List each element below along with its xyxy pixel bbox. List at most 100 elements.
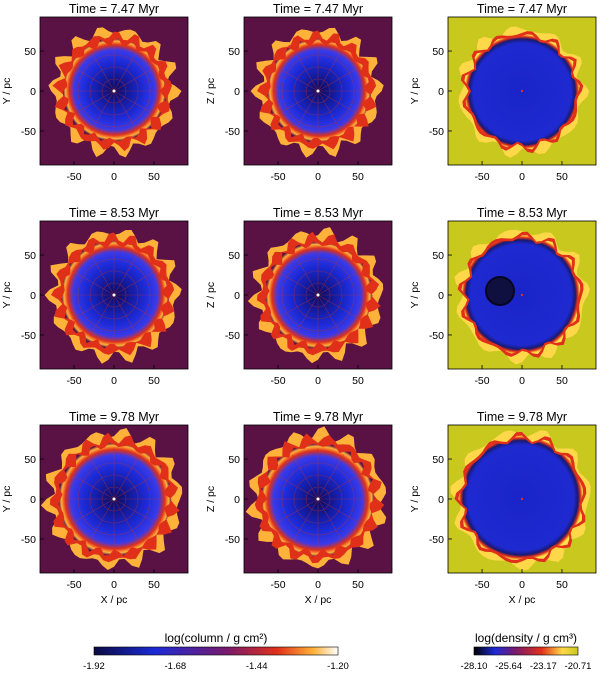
panel: Time = 9.78 Myr 50 0 -50 Z / pc -50 0 50 X / pc — [205, 410, 393, 606]
y-tick-label: 0 — [30, 494, 36, 506]
filament-web — [267, 448, 369, 550]
x-tick-label: 50 — [556, 579, 568, 591]
y-axis-label: Z / pc — [205, 486, 217, 512]
y-axis-label: Y / pc — [1, 282, 13, 309]
panel-title: Time = 7.47 Myr — [69, 2, 159, 16]
colorbar-label: log(density / g cm³) — [475, 631, 577, 645]
x-tick-label: 50 — [148, 579, 160, 591]
y-tick-label: 50 — [24, 46, 36, 58]
x-tick-label: 0 — [315, 171, 321, 183]
x-tick-label: 0 — [519, 579, 525, 591]
y-axis-label: Z / pc — [205, 78, 217, 104]
y-axis-label: Y / pc — [409, 486, 421, 513]
x-tick-label: 50 — [352, 579, 364, 591]
bubble-interior — [458, 435, 584, 560]
y-tick-label: -50 — [225, 126, 240, 138]
filament-web — [66, 247, 162, 343]
filament-web — [63, 448, 165, 550]
panel: Time = 9.78 Myr 50 0 -50 Y / pc -50 0 50 X / pc — [409, 410, 597, 606]
panel: Time = 7.47 Myr 50 0 -50 Y / pc -50 0 50 — [1, 2, 189, 183]
panel-title: Time = 9.78 Myr — [69, 410, 159, 424]
panel-title: Time = 8.53 Myr — [273, 206, 363, 220]
y-tick-label: -50 — [225, 534, 240, 546]
x-tick-label: -50 — [66, 579, 81, 591]
y-axis-label: Y / pc — [1, 78, 13, 105]
y-tick-label: 0 — [234, 86, 240, 98]
panel: Time = 7.47 Myr 50 0 -50 Z / pc -50 0 50 — [205, 2, 393, 183]
x-tick-label: 50 — [556, 171, 568, 183]
x-axis-label: X / pc — [101, 594, 128, 606]
y-axis-label: Y / pc — [409, 282, 421, 309]
y-tick-label: 0 — [234, 494, 240, 506]
filament-web — [68, 45, 160, 137]
center-marker — [520, 497, 524, 501]
center-marker — [112, 497, 116, 501]
colorbar-tick-label: -28.10 — [461, 661, 488, 672]
colorbar-tick-label: -1.44 — [246, 661, 268, 672]
x-tick-label: 0 — [519, 375, 525, 387]
y-tick-label: 50 — [228, 46, 240, 58]
y-tick-label: 50 — [432, 454, 444, 466]
colorbar-label: log(column / g cm²) — [165, 631, 268, 645]
filament-web — [272, 45, 364, 137]
x-tick-label: -50 — [270, 579, 285, 591]
center-marker — [112, 89, 116, 93]
y-tick-label: 50 — [24, 250, 36, 262]
bubble-interior — [461, 235, 581, 355]
y-tick-label: -50 — [225, 330, 240, 342]
y-tick-label: -50 — [429, 330, 444, 342]
y-tick-label: 50 — [228, 454, 240, 466]
y-tick-label: 0 — [30, 290, 36, 302]
colorbar-density: log(density / g cm³) -28.10 -25.64 -23.17 -2… — [461, 631, 592, 672]
y-axis-label: Z / pc — [205, 282, 217, 308]
x-tick-label: 50 — [148, 375, 160, 387]
x-tick-label: -50 — [66, 375, 81, 387]
panel: Time = 7.47 Myr 50 0 -50 Y / pc -50 0 50 — [409, 2, 597, 183]
center-marker — [112, 293, 116, 297]
x-tick-label: 0 — [111, 375, 117, 387]
center-marker — [316, 497, 320, 501]
y-tick-label: -50 — [21, 126, 36, 138]
panel-title: Time = 7.47 Myr — [477, 2, 567, 16]
x-tick-label: 50 — [556, 375, 568, 387]
x-tick-label: 50 — [352, 375, 364, 387]
x-tick-label: 0 — [111, 171, 117, 183]
colorbar-tick-label: -20.71 — [565, 661, 592, 672]
panel: Time = 9.78 Myr 50 0 -50 Y / pc -50 0 50 X / pc — [1, 410, 189, 606]
y-tick-label: 50 — [432, 46, 444, 58]
x-tick-label: 50 — [352, 171, 364, 183]
x-tick-label: 0 — [315, 375, 321, 387]
colorbar-column: log(column / g cm²) -1.92 -1.68 -1.44 -1.20 — [83, 631, 349, 672]
x-tick-label: -50 — [270, 171, 285, 183]
x-tick-label: -50 — [474, 171, 489, 183]
panel-title: Time = 8.53 Myr — [69, 206, 159, 220]
center-marker — [316, 89, 320, 93]
y-tick-label: -50 — [429, 126, 444, 138]
panel: Time = 8.53 Myr 50 0 -50 Y / pc -50 0 50 — [1, 206, 189, 387]
dense-clump — [485, 276, 515, 306]
filament-web — [270, 247, 366, 343]
x-tick-label: -50 — [66, 171, 81, 183]
center-marker — [520, 89, 524, 93]
panel-title: Time = 9.78 Myr — [477, 410, 567, 424]
y-tick-label: 0 — [438, 290, 444, 302]
center-marker — [316, 293, 320, 297]
colorbar-tick-label: -1.92 — [83, 661, 105, 672]
x-axis-label: X / pc — [305, 594, 332, 606]
y-tick-label: 50 — [24, 454, 36, 466]
y-tick-label: -50 — [21, 330, 36, 342]
y-axis-label: Y / pc — [409, 78, 421, 105]
x-tick-label: 0 — [519, 171, 525, 183]
x-tick-label: -50 — [474, 375, 489, 387]
panel: Time = 8.53 Myr 50 0 -50 Z / pc -50 0 50 — [205, 206, 393, 387]
x-axis-label: X / pc — [509, 594, 536, 606]
y-tick-label: -50 — [429, 534, 444, 546]
x-tick-label: 50 — [148, 171, 160, 183]
colorbar-tick-label: -1.68 — [165, 661, 187, 672]
y-tick-label: 50 — [432, 250, 444, 262]
panel-title: Time = 9.78 Myr — [273, 410, 363, 424]
x-tick-label: 0 — [111, 579, 117, 591]
y-tick-label: 0 — [30, 86, 36, 98]
colorbar-tick-label: -1.20 — [327, 661, 349, 672]
